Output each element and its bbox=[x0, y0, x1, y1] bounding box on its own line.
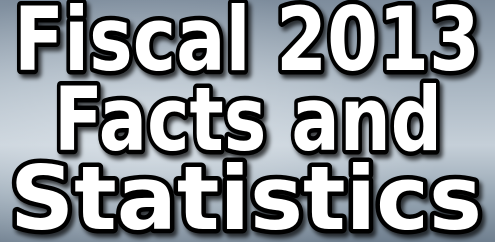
title: Fiscal 2013 Facts and Statistics bbox=[10, 0, 482, 242]
title-graphic: Fiscal 2013 Facts and Statistics bbox=[0, 0, 495, 242]
page: Fiscal 2013 Facts and Statistics (() => … bbox=[0, 0, 495, 242]
title-line: Statistics bbox=[10, 147, 482, 242]
